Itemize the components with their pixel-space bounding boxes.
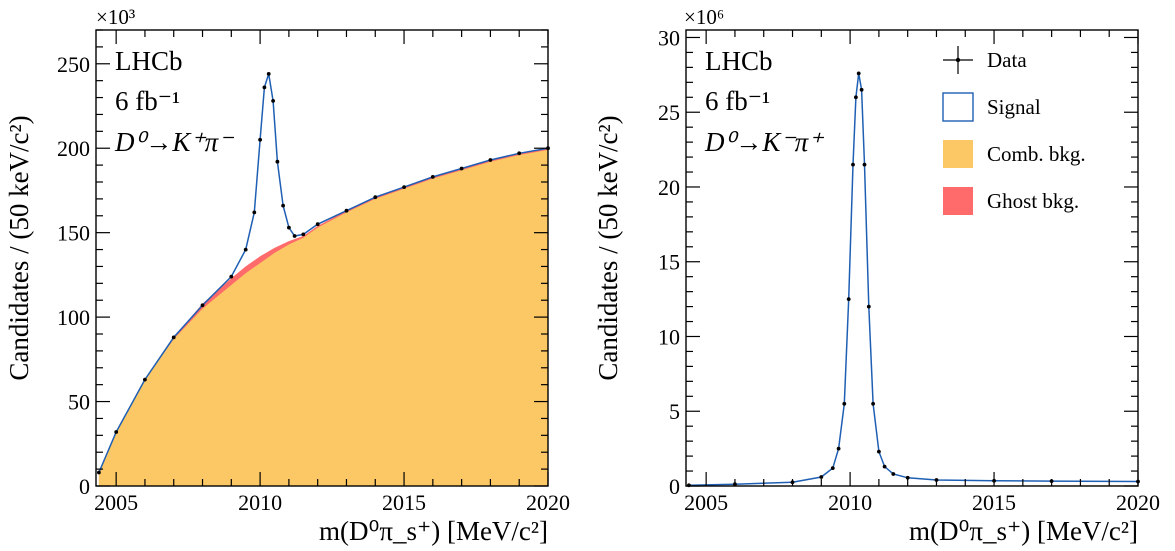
x-tick-label: 2020 <box>1116 490 1160 515</box>
legend-item: Signal <box>942 92 1041 122</box>
legend-data-marker <box>955 57 961 63</box>
data-point <box>851 162 855 167</box>
data-point <box>842 401 847 406</box>
x-tick-label: 2015 <box>382 490 426 515</box>
legend-label: Ghost bkg. <box>987 189 1079 213</box>
x-axis-title: m(D⁰π_s⁺) [MeV/c²] <box>319 516 548 546</box>
data-point <box>905 475 910 480</box>
data-point <box>402 185 406 190</box>
data-point <box>488 158 493 162</box>
annotation-0: LHCb <box>705 46 773 76</box>
signal-line <box>98 73 549 473</box>
plot-frame <box>685 29 1139 487</box>
y-tick-label: 25 <box>658 100 680 125</box>
annotation-1: 6 fb⁻¹ <box>115 86 180 116</box>
y-tick-label: 10 <box>658 324 680 349</box>
x-tick-label: 2005 <box>94 490 138 515</box>
data-point <box>430 175 435 179</box>
data-point <box>859 87 864 92</box>
y-tick-label: 100 <box>57 305 90 330</box>
data-point <box>517 151 522 156</box>
y-exponent-label: ×10³ <box>96 5 135 29</box>
legend-item: Comb. bkg. <box>943 140 1086 168</box>
data-point <box>871 401 875 406</box>
plot-frame <box>95 29 549 487</box>
data-point <box>856 71 861 76</box>
data-point <box>292 234 297 238</box>
x-tick-label: 2010 <box>238 490 282 515</box>
legend-item: Data <box>943 46 1027 74</box>
comb-bkg-area <box>98 149 549 486</box>
y-axis-title: Candidates / (50 keV/c²) <box>593 115 623 380</box>
data-point <box>143 377 147 382</box>
annotation-2: D⁰→K⁻π⁺ <box>704 127 824 157</box>
data-point <box>275 159 280 164</box>
data-point <box>171 335 176 340</box>
data-point <box>266 72 271 76</box>
data-point <box>819 475 824 479</box>
data-point <box>459 166 464 171</box>
legend-label: Comb. bkg. <box>987 142 1086 166</box>
data-point <box>862 162 867 167</box>
data-point <box>262 85 267 90</box>
data-point <box>229 274 234 279</box>
legend-item: Ghost bkg. <box>943 187 1079 215</box>
x-tick-label: 2020 <box>526 490 570 515</box>
annotation-0: LHCb <box>115 46 183 76</box>
data-point <box>846 297 851 301</box>
data-point <box>836 446 841 451</box>
data-point <box>344 208 349 213</box>
y-tick-label: 250 <box>57 52 90 77</box>
x-tick-label: 2010 <box>828 490 872 515</box>
legend-label: Data <box>987 48 1027 72</box>
data-point <box>877 449 881 454</box>
y-tick-label: 20 <box>658 175 680 200</box>
legend-ghost-swatch <box>943 187 973 215</box>
data-point <box>200 303 205 308</box>
legend-signal-swatch <box>942 92 974 122</box>
data-point <box>271 99 275 103</box>
y-axis-title: Candidates / (50 keV/c²) <box>4 115 34 380</box>
data-point <box>891 472 896 476</box>
x-axis-title: m(D⁰π_s⁺) [MeV/c²] <box>909 516 1138 546</box>
legend-label: Signal <box>987 95 1041 119</box>
y-tick-label: 0 <box>79 474 90 499</box>
data-point <box>114 430 119 434</box>
data-point <box>315 222 320 227</box>
data-point <box>866 304 871 309</box>
data-point <box>830 466 835 470</box>
x-tick-label: 2015 <box>972 490 1016 515</box>
x-tick-label: 2005 <box>684 490 728 515</box>
right-panel: 2005 2010 2015 2020 0 5 10 15 20 25 30×10⁶ m(D⁰π_s⁺… <box>593 5 1160 546</box>
data-point <box>854 95 858 100</box>
annotation-1: 6 fb⁻¹ <box>705 86 770 116</box>
data-point <box>258 137 262 142</box>
legend-comb-swatch <box>943 140 973 168</box>
y-tick-label: 15 <box>658 250 680 275</box>
annotation-2: D⁰→K⁺π⁻ <box>114 127 234 157</box>
data-point <box>243 247 248 252</box>
y-exponent-label: ×10⁶ <box>684 5 724 29</box>
y-tick-label: 30 <box>658 25 680 50</box>
data-point <box>373 195 378 200</box>
data-point <box>97 470 101 475</box>
y-tick-label: 0 <box>669 474 680 499</box>
data-point <box>281 203 285 208</box>
y-tick-label: 50 <box>68 390 90 415</box>
y-tick-label: 200 <box>57 136 90 161</box>
data-point <box>882 464 887 469</box>
data-point <box>287 225 291 230</box>
left-panel: 2005 2010 2015 2020 0 50 100 150 200 250×10³ m(D⁰π… <box>4 5 570 546</box>
data-point <box>301 232 306 237</box>
y-tick-label: 5 <box>669 399 680 424</box>
data-point <box>252 210 257 215</box>
y-tick-label: 150 <box>57 221 90 246</box>
